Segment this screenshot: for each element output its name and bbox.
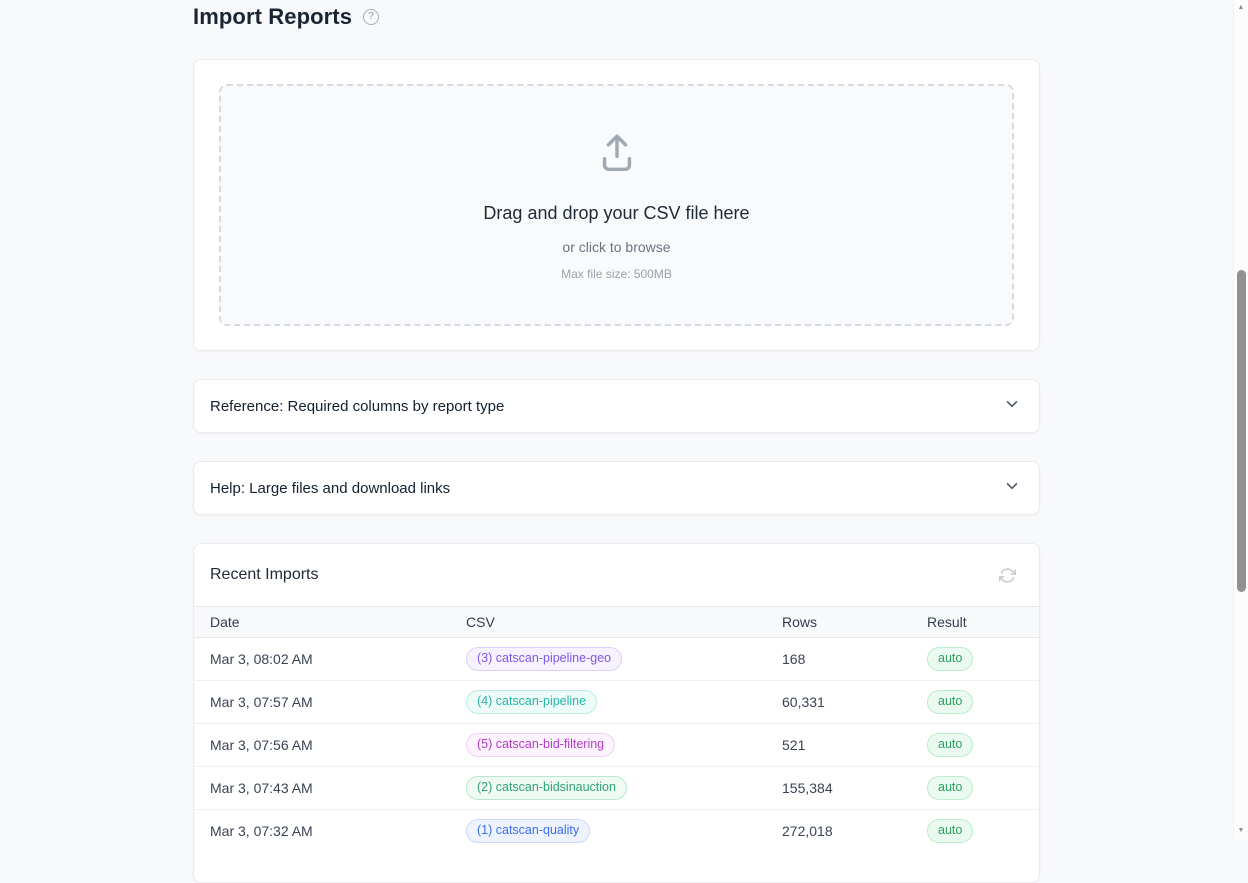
result-badge: auto [927,819,974,844]
result-badge: auto [927,647,974,671]
accordion-label: Help: Large files and download links [210,479,451,497]
table-row: Mar 3, 07:57 AM (4) catscan-pipeline 60,… [194,680,1039,724]
rows-cell: 168 [782,637,927,681]
date-cell: Mar 3, 07:56 AM [194,723,466,767]
content-column: Import Reports ? Drag and drop your CSV … [193,0,1040,883]
chevron-down-icon [1004,478,1020,499]
csv-badge[interactable]: (1) catscan-quality [466,819,591,844]
upload-card: Drag and drop your CSV file here or clic… [193,59,1040,351]
chevron-down-icon [1004,396,1020,417]
table-row: Mar 3, 07:43 AM (2) catscan-bidsinauctio… [194,766,1039,810]
accordion-large-files-help[interactable]: Help: Large files and download links [193,461,1040,515]
result-badge: auto [927,733,974,757]
date-cell: Mar 3, 07:57 AM [194,680,466,724]
csv-badge[interactable]: (4) catscan-pipeline [466,690,598,714]
table-header-row: Date CSV Rows Result [194,606,1039,638]
accordion-reference-columns[interactable]: Reference: Required columns by report ty… [193,379,1040,433]
result-badge: auto [927,690,974,714]
date-cell: Mar 3, 07:43 AM [194,766,466,810]
page-title: Import Reports [193,4,353,29]
csv-badge[interactable]: (3) catscan-pipeline-geo [466,647,623,671]
dropzone-heading: Drag and drop your CSV file here [483,202,750,223]
result-badge: auto [927,776,974,800]
csv-badge[interactable]: (2) catscan-bidsinauction [466,776,627,800]
column-header-date: Date [194,606,466,638]
scrollbar-thumb[interactable] [1237,270,1246,592]
recent-imports-header: Recent Imports [194,544,1039,606]
refresh-icon[interactable] [999,567,1016,584]
scrollbar-down-arrow[interactable]: ▼ [1237,827,1245,834]
rows-cell: 521 [782,723,927,767]
recent-imports-table: Date CSV Rows Result Mar 3, 08:02 AM (3)… [194,606,1039,853]
rows-cell: 60,331 [782,680,927,724]
dropzone-max-size-note: Max file size: 500MB [561,266,672,281]
accordion-label: Reference: Required columns by report ty… [210,397,505,415]
rows-cell: 155,384 [782,766,927,810]
table-row: Mar 3, 07:56 AM (5) catscan-bid-filterin… [194,723,1039,767]
recent-imports-card: Recent Imports Date CSV Rows [193,543,1040,883]
recent-imports-title: Recent Imports [210,566,319,583]
column-header-rows: Rows [782,606,927,638]
page-header: Import Reports ? [193,3,1040,31]
scrollbar-up-arrow[interactable]: ▲ [1237,4,1245,11]
dropzone-browse-hint: or click to browse [562,238,671,255]
column-header-csv: CSV [466,606,782,638]
date-cell: Mar 3, 08:02 AM [194,637,466,681]
column-header-result: Result [927,606,1039,638]
scrollbar[interactable]: ▲ ▼ [1233,0,1248,839]
csv-dropzone[interactable]: Drag and drop your CSV file here or clic… [219,84,1014,326]
table-row: Mar 3, 08:02 AM (3) catscan-pipeline-geo… [194,637,1039,681]
main-area: Import Reports ? Drag and drop your CSV … [193,4,1040,883]
help-icon[interactable]: ? [363,9,380,25]
table-row: Mar 3, 07:32 AM (1) catscan-quality 272,… [194,810,1039,853]
date-cell: Mar 3, 07:32 AM [210,823,313,840]
rows-cell: 272,018 [782,823,833,840]
upload-icon [594,130,640,181]
csv-badge[interactable]: (5) catscan-bid-filtering [466,733,616,757]
